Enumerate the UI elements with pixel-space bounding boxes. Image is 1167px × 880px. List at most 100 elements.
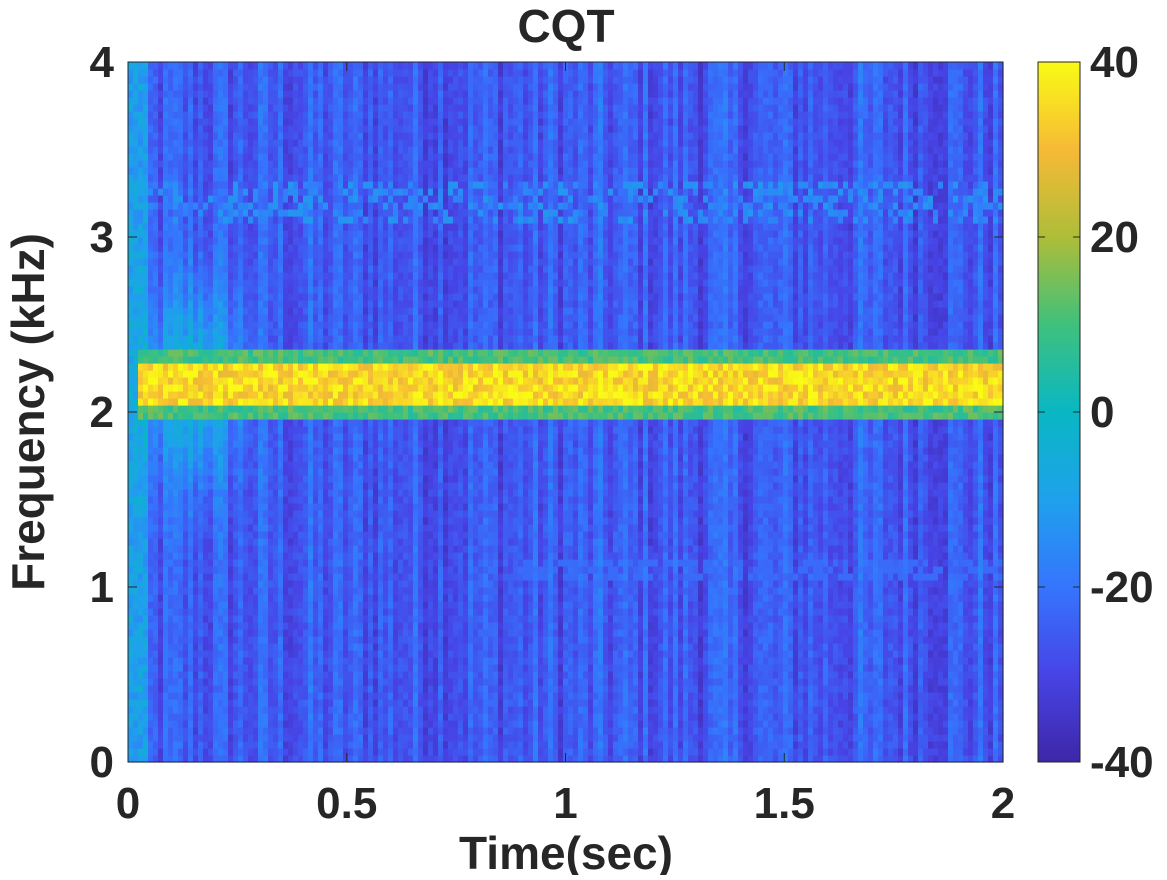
heatmap-cell — [213, 104, 219, 112]
heatmap-cell — [278, 608, 284, 616]
heatmap-cell — [278, 202, 284, 210]
heatmap-cell — [268, 286, 274, 294]
heatmap-cell — [218, 727, 224, 735]
heatmap-cell — [168, 62, 174, 70]
heatmap-cell — [178, 741, 184, 749]
heatmap-cell — [293, 272, 299, 280]
heatmap-cell — [208, 356, 214, 364]
heatmap-cell — [168, 391, 174, 399]
heatmap-cell — [268, 601, 274, 609]
heatmap-cell — [128, 188, 134, 196]
heatmap-cell — [298, 755, 304, 763]
heatmap-cell — [298, 321, 304, 329]
heatmap-cell — [188, 748, 194, 756]
heatmap-cell — [178, 377, 184, 385]
heatmap-cell — [173, 244, 179, 252]
heatmap-cell — [348, 734, 354, 742]
heatmap-cell — [178, 356, 184, 364]
heatmap-cell — [263, 202, 269, 210]
heatmap-cell — [138, 482, 144, 490]
heatmap-cell — [353, 76, 359, 84]
heatmap-cell — [153, 62, 159, 70]
heatmap-cell — [288, 314, 294, 322]
heatmap-cell — [228, 713, 234, 721]
heatmap-cell — [198, 384, 204, 392]
heatmap-cell — [263, 657, 269, 665]
heatmap-cell — [233, 265, 239, 273]
heatmap-cell — [363, 727, 369, 735]
heatmap-cell — [303, 552, 309, 560]
heatmap-cell — [273, 587, 279, 595]
heatmap-cell — [343, 174, 349, 182]
heatmap-cell — [183, 405, 189, 413]
heatmap-cell — [263, 279, 269, 287]
heatmap-cell — [288, 426, 294, 434]
heatmap-cell — [203, 216, 209, 224]
heatmap-cell — [203, 489, 209, 497]
heatmap-cell — [163, 419, 169, 427]
heatmap-cell — [353, 734, 359, 742]
heatmap-cell — [228, 377, 234, 385]
heatmap-cell — [188, 146, 194, 154]
heatmap-cell — [268, 314, 274, 322]
heatmap-cell — [233, 524, 239, 532]
heatmap-cell — [328, 286, 334, 294]
heatmap-cell — [203, 202, 209, 210]
heatmap-cell — [293, 727, 299, 735]
heatmap-cell — [343, 125, 349, 133]
heatmap-cell — [293, 321, 299, 329]
heatmap-cell — [343, 237, 349, 245]
heatmap-cell — [323, 272, 329, 280]
heatmap-cell — [318, 517, 324, 525]
heatmap-cell — [318, 468, 324, 476]
heatmap-cell — [188, 594, 194, 602]
heatmap-cell — [188, 447, 194, 455]
heatmap-cell — [163, 181, 169, 189]
heatmap-cell — [188, 258, 194, 266]
heatmap-cell — [243, 195, 249, 203]
heatmap-cell — [263, 447, 269, 455]
heatmap-cell — [198, 496, 204, 504]
heatmap-cell — [308, 629, 314, 637]
heatmap-cell — [238, 97, 244, 105]
heatmap-cell — [308, 412, 314, 420]
heatmap-cell — [298, 699, 304, 707]
heatmap-cell — [143, 335, 149, 343]
heatmap-cell — [213, 412, 219, 420]
heatmap-cell — [188, 580, 194, 588]
heatmap-cell — [173, 216, 179, 224]
heatmap-cell — [178, 258, 184, 266]
heatmap-cell — [293, 188, 299, 196]
heatmap-cell — [338, 132, 344, 140]
heatmap-cell — [333, 615, 339, 623]
heatmap-cell — [158, 97, 164, 105]
heatmap-cell — [163, 706, 169, 714]
heatmap-cell — [228, 209, 234, 217]
heatmap-cell — [273, 454, 279, 462]
heatmap-cell — [238, 552, 244, 560]
heatmap-cell — [158, 720, 164, 728]
heatmap-cell — [263, 335, 269, 343]
heatmap-cell — [283, 468, 289, 476]
heatmap-cell — [373, 153, 379, 161]
heatmap-cell — [143, 244, 149, 252]
heatmap-cell — [368, 629, 374, 637]
heatmap-cell — [298, 685, 304, 693]
heatmap-cell — [128, 286, 134, 294]
heatmap-cell — [208, 202, 214, 210]
heatmap-cell — [323, 321, 329, 329]
heatmap-cell — [303, 223, 309, 231]
heatmap-cell — [278, 531, 284, 539]
heatmap-cell — [138, 524, 144, 532]
heatmap-cell — [218, 671, 224, 679]
heatmap-cell — [288, 454, 294, 462]
heatmap-cell — [323, 461, 329, 469]
heatmap-cell — [203, 398, 209, 406]
heatmap-cell — [188, 545, 194, 553]
heatmap-cell — [248, 454, 254, 462]
heatmap-cell — [258, 741, 264, 749]
heatmap-cell — [363, 594, 369, 602]
heatmap-cell — [243, 538, 249, 546]
heatmap-cell — [223, 748, 229, 756]
heatmap-cell — [163, 258, 169, 266]
